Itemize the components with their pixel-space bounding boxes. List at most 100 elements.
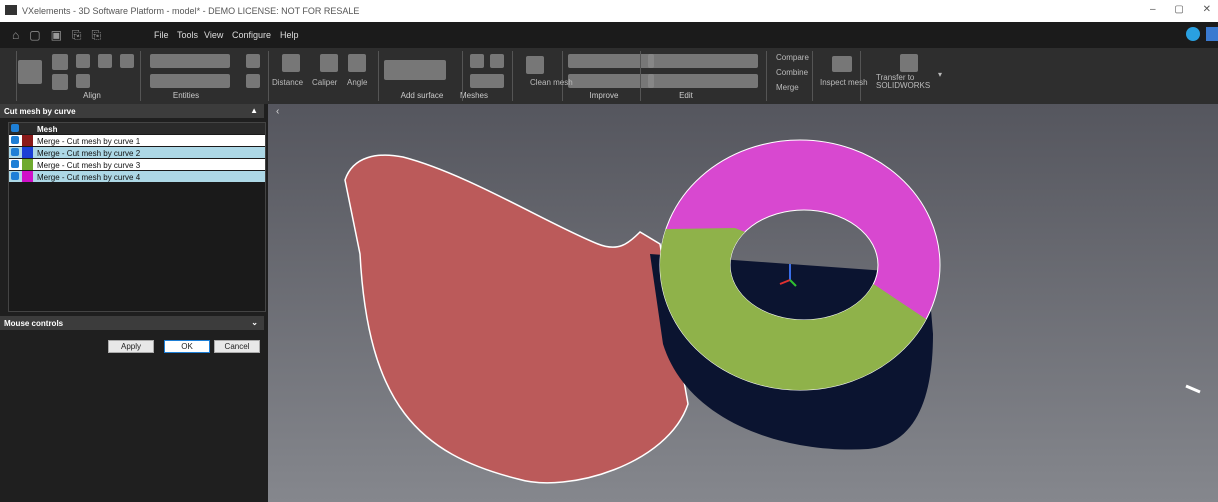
- tool-label[interactable]: SOLIDWORKS: [876, 81, 931, 90]
- tool-icon[interactable]: [246, 74, 260, 88]
- tool-label[interactable]: Clean mesh: [530, 78, 573, 87]
- collapse-arrow[interactable]: ‹: [276, 106, 279, 117]
- tool-label[interactable]: Combine: [776, 68, 809, 77]
- table-row[interactable]: Merge - Cut mesh by curve 2: [9, 147, 265, 158]
- table-row[interactable]: Merge - Cut mesh by curve 4: [9, 171, 265, 182]
- section-title: Mouse controls: [4, 319, 64, 328]
- tool-icon[interactable]: [98, 54, 112, 68]
- separator: [268, 51, 269, 101]
- tool-label[interactable]: Distance: [272, 78, 304, 87]
- tool-icon[interactable]: [490, 54, 504, 68]
- viewport[interactable]: ‹: [268, 104, 1218, 502]
- tool-icon[interactable]: [52, 74, 68, 90]
- color-swatch: [22, 171, 33, 182]
- dropdown-arrow[interactable]: ▾: [938, 70, 943, 79]
- stray-mesh: [1185, 384, 1201, 394]
- separator: [860, 51, 861, 101]
- separator: [512, 51, 513, 101]
- app-icon: [5, 5, 17, 15]
- tool-icon[interactable]: [470, 74, 504, 88]
- tool-label[interactable]: Compare: [776, 53, 809, 62]
- tool-icon[interactable]: [900, 54, 918, 72]
- tool-label[interactable]: Inspect mesh: [820, 78, 868, 87]
- row-label: Merge - Cut mesh by curve 4: [37, 173, 141, 182]
- globe-icon[interactable]: [1186, 27, 1200, 41]
- help-icon[interactable]: [1206, 27, 1218, 41]
- table-header: Mesh: [9, 123, 265, 134]
- row-label: Merge - Cut mesh by curve 2: [37, 149, 141, 158]
- tool-icon[interactable]: [568, 54, 654, 68]
- tool-icon[interactable]: [150, 54, 230, 68]
- button[interactable]: Apply: [108, 340, 154, 353]
- panel-title: Cut mesh by curve: [4, 107, 76, 116]
- column-header: Mesh: [37, 125, 58, 134]
- table-row[interactable]: Merge - Cut mesh by curve 3: [9, 159, 265, 170]
- group-label: Align: [83, 91, 101, 100]
- group-label: Add surface: [400, 91, 444, 100]
- tool-icon[interactable]: [648, 54, 758, 68]
- tool-icon[interactable]: [52, 54, 68, 70]
- group-label: Entities: [172, 91, 200, 100]
- separator: [562, 51, 563, 101]
- separator: [766, 51, 767, 101]
- group-label: Edit: [679, 91, 693, 100]
- menu-item[interactable]: File: [154, 30, 169, 40]
- color-swatch: [22, 135, 33, 146]
- color-swatch: [22, 159, 33, 170]
- axis-y: [789, 279, 797, 287]
- checkbox[interactable]: [11, 136, 19, 144]
- group-label: Improve: [589, 91, 619, 100]
- tool-icon[interactable]: [76, 54, 90, 68]
- side-panel: Cut mesh by curve ▲ Mesh Merge - Cut mesh…: [0, 104, 268, 502]
- separator: [640, 51, 641, 101]
- tool-icon[interactable]: [384, 60, 446, 80]
- color-swatch: [22, 147, 33, 158]
- button[interactable]: OK: [164, 340, 210, 353]
- title-bar: VXelements - 3D Software Platform - mode…: [0, 0, 1218, 22]
- tool-icon[interactable]: [568, 74, 654, 88]
- mesh-table: Mesh Merge - Cut mesh by curve 1 Merge - …: [8, 122, 266, 312]
- window-title: VXelements - 3D Software Platform - mode…: [22, 6, 360, 16]
- checkbox[interactable]: [11, 172, 19, 180]
- separator: [378, 51, 379, 101]
- separator: [812, 51, 813, 101]
- tool-icon[interactable]: [282, 54, 300, 72]
- button[interactable]: Cancel: [214, 340, 260, 353]
- menu-item[interactable]: Help: [280, 30, 299, 40]
- menu-item[interactable]: Tools: [177, 30, 199, 40]
- row-label: Merge - Cut mesh by curve 3: [37, 161, 141, 170]
- separator: [140, 51, 141, 101]
- quick-icons[interactable]: ⌂▢▣⎘⎘: [12, 28, 112, 42]
- menu-item[interactable]: View: [204, 30, 224, 40]
- menu-bar: ⌂▢▣⎘⎘ File Tools View Configure Help: [0, 22, 1218, 48]
- checkbox[interactable]: [11, 160, 19, 168]
- panel-header[interactable]: Cut mesh by curve ▲: [0, 104, 264, 118]
- tool-label[interactable]: Angle: [347, 78, 368, 87]
- tool-icon[interactable]: [320, 54, 338, 72]
- tool-icon[interactable]: [18, 60, 42, 84]
- table-row[interactable]: Merge - Cut mesh by curve 1: [9, 135, 265, 146]
- toolbar: Align Entities Add surface Meshes Improve Edi…: [0, 48, 1218, 104]
- tool-icon[interactable]: [648, 74, 758, 88]
- separator: [16, 51, 17, 101]
- row-label: Merge - Cut mesh by curve 1: [37, 137, 141, 146]
- axis-x: [779, 279, 791, 285]
- tool-icon[interactable]: [150, 74, 230, 88]
- tool-label[interactable]: Caliper: [312, 78, 338, 87]
- tool-icon[interactable]: [470, 54, 484, 68]
- window-controls[interactable]: – ▢ ✕: [1150, 4, 1211, 15]
- tool-icon[interactable]: [832, 56, 852, 72]
- section-header[interactable]: Mouse controls ⌄: [0, 316, 264, 330]
- checkbox[interactable]: [11, 148, 19, 156]
- tool-icon[interactable]: [76, 74, 90, 88]
- menu-item[interactable]: Configure: [232, 30, 272, 40]
- tool-icon[interactable]: [246, 54, 260, 68]
- group-label: Meshes: [459, 91, 488, 100]
- tool-label[interactable]: Merge: [776, 83, 799, 92]
- tool-icon[interactable]: [120, 54, 134, 68]
- tool-icon[interactable]: [526, 56, 544, 74]
- tool-icon[interactable]: [348, 54, 366, 72]
- tool-label[interactable]: Transfer to: [876, 73, 915, 82]
- separator: [462, 51, 463, 101]
